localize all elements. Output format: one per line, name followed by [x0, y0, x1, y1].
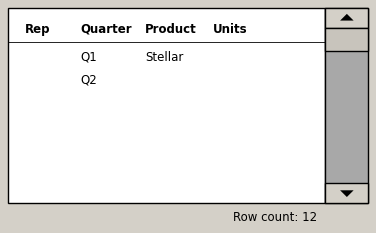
Text: Row count: 12: Row count: 12: [233, 211, 317, 224]
Text: Product: Product: [145, 23, 197, 36]
FancyBboxPatch shape: [325, 8, 368, 28]
Text: Q1: Q1: [81, 51, 98, 64]
Text: Q2: Q2: [81, 74, 98, 87]
Text: Units: Units: [212, 23, 247, 36]
Text: Stellar: Stellar: [145, 51, 183, 64]
FancyBboxPatch shape: [325, 183, 368, 203]
Polygon shape: [340, 190, 353, 197]
Text: Rep: Rep: [24, 23, 50, 36]
Polygon shape: [340, 14, 353, 21]
FancyBboxPatch shape: [8, 8, 325, 203]
FancyBboxPatch shape: [325, 28, 368, 51]
Text: Quarter: Quarter: [81, 23, 132, 36]
FancyBboxPatch shape: [325, 8, 368, 203]
